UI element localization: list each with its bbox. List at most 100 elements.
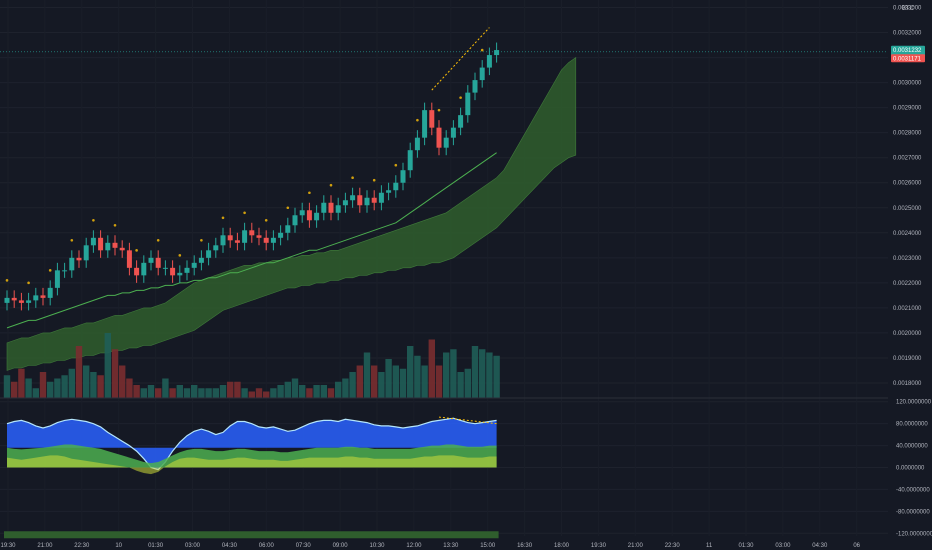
volume-bar: [248, 391, 255, 398]
volume-bar: [450, 349, 457, 398]
time-tick-label: 13:30: [443, 543, 459, 549]
volume-bar: [493, 355, 500, 398]
candle-body: [465, 92, 471, 116]
candle-body: [371, 197, 377, 203]
volume-bar: [255, 388, 263, 398]
price-tick-label: 0.0033000: [893, 6, 922, 12]
price-tick-label: 0.0024000: [893, 231, 922, 237]
volume-bar: [111, 349, 119, 398]
volume-bar: [299, 385, 306, 398]
signal-dot: [156, 239, 160, 242]
time-tick-label: 04:30: [812, 543, 828, 549]
candle-body: [443, 137, 449, 148]
volume-bar: [471, 346, 479, 398]
volume-bar: [83, 365, 90, 398]
candle-body: [90, 237, 96, 246]
candle-body: [4, 297, 10, 303]
volume-bar: [54, 378, 61, 398]
candle-body: [26, 300, 32, 303]
candle-body: [249, 230, 255, 236]
volume-bar: [219, 385, 227, 398]
volume-bar: [291, 378, 299, 398]
volume-bar: [147, 385, 155, 398]
price-tick-label: 0.0026000: [893, 181, 922, 187]
candle-body: [414, 137, 420, 151]
volume-bar: [126, 378, 133, 398]
candle-body: [54, 270, 60, 288]
ema-line: [6, 152, 497, 329]
volume-bar: [176, 385, 183, 398]
signal-dot: [113, 223, 117, 227]
signal-dot: [459, 96, 462, 99]
volume-bar: [486, 352, 493, 398]
signal-dot: [308, 191, 311, 195]
candle-body: [386, 190, 392, 193]
candle-body: [242, 230, 248, 243]
candle-body: [422, 110, 428, 138]
oscillator-top-wave: [7, 418, 497, 470]
volume-bar: [104, 333, 111, 398]
signal-dot: [437, 108, 441, 112]
candle-body: [40, 295, 46, 298]
osc-tick-label: -80.0000000: [896, 509, 930, 515]
signal-dot: [372, 178, 376, 182]
osc-tick-label: 80.0000000: [896, 422, 928, 428]
candle-body: [126, 250, 132, 268]
price-tick-label: 0.0030000: [893, 81, 922, 87]
osc-tick-label: -40.0000000: [896, 487, 930, 493]
candle-body: [270, 237, 276, 243]
volume-bar: [428, 339, 435, 398]
candle-body: [494, 50, 500, 56]
volume-bar: [47, 381, 54, 398]
last-price-value: 0.0031232: [893, 48, 922, 54]
time-tick-label: 06:00: [259, 543, 275, 549]
volume-bar: [342, 378, 349, 398]
volume-bar: [198, 388, 205, 398]
bid-tag: [891, 54, 925, 63]
time-tick-label: 03:00: [775, 543, 791, 549]
volume-bar: [407, 346, 414, 398]
signal-dot: [221, 216, 225, 220]
volume-bar: [349, 372, 356, 398]
signal-dot: [5, 279, 9, 282]
volume-bar: [90, 372, 97, 398]
candle-body: [472, 80, 478, 93]
time-axis[interactable]: 19:30 21:00 22:30 10 01:30 03:00 04:30 06:00 07:…: [0, 543, 860, 549]
candle-body: [213, 245, 219, 251]
signal-dot: [70, 239, 74, 242]
volume-bar: [435, 365, 443, 398]
osc-divergence-line: [438, 416, 497, 425]
candle-body: [393, 182, 399, 191]
time-tick-label: 11: [706, 543, 713, 549]
signal-dot: [394, 163, 398, 167]
signal-dot: [92, 218, 95, 222]
oscillator-axis[interactable]: 120.0000000 80.0000000 40.0000000 0.0000000…: [896, 400, 932, 538]
osc-tick-label: -120.0000000: [896, 531, 932, 537]
volume-bar: [212, 388, 219, 398]
signal-dot: [329, 183, 333, 187]
price-tick-label: 0.0022000: [893, 281, 922, 287]
oscillator-bottom-bar: [4, 531, 499, 539]
price-tick-label: 0.0032000: [893, 31, 922, 37]
time-tick-label: 18:00: [554, 543, 570, 549]
osc-tick-label: 0.0000000: [896, 466, 925, 472]
candle-body: [155, 257, 161, 268]
signal-dot: [351, 176, 354, 180]
candlesticks[interactable]: [4, 42, 500, 311]
volume-bar: [227, 381, 234, 398]
volume-bar: [32, 388, 39, 398]
volume-bar: [3, 375, 11, 398]
candle-body: [285, 225, 291, 233]
volume-bar: [284, 381, 291, 398]
candle-body: [33, 295, 39, 301]
volume-bar: [133, 385, 140, 398]
currency-label: BTC: [902, 6, 915, 12]
candle-body: [306, 210, 312, 221]
candle-body: [206, 250, 212, 258]
time-tick-label: 22:30: [665, 543, 681, 549]
volume-bar: [75, 346, 83, 398]
candle-body: [479, 67, 485, 81]
candle-body: [112, 242, 118, 248]
price-axis[interactable]: 0.00330000.00320000.00310000.00300000.00…: [0, 6, 925, 387]
